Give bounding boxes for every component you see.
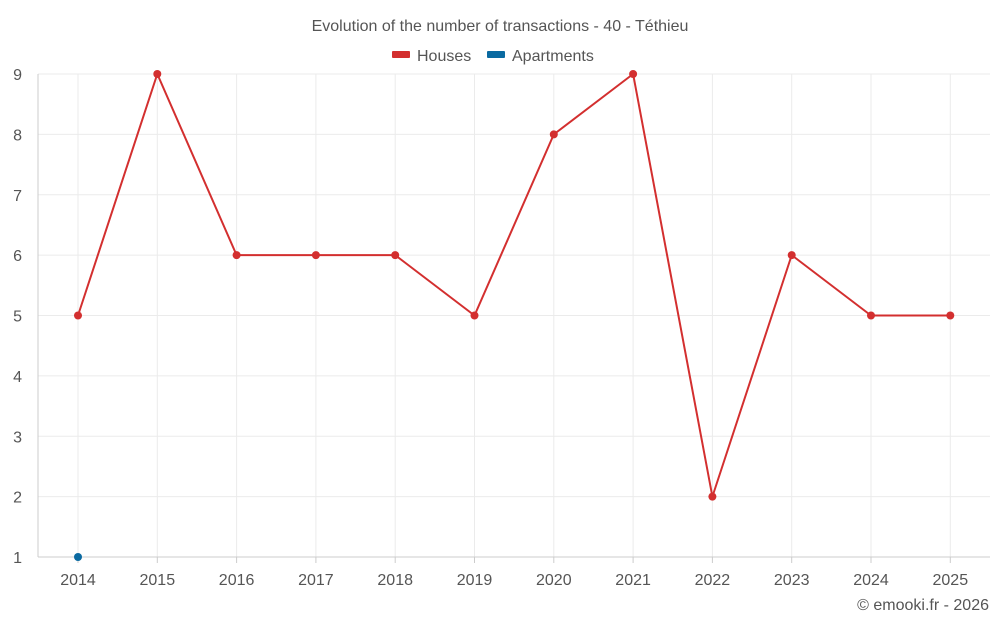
axes: 1 2 3 4 5 6 7 8 9 2014 2015 2016 2017 2018 2019 2020 202… bbox=[13, 67, 990, 589]
data-point-houses[interactable] bbox=[311, 251, 320, 260]
data-point-houses[interactable] bbox=[153, 70, 162, 78]
data-point-houses[interactable] bbox=[470, 311, 479, 320]
data-point-houses[interactable] bbox=[946, 311, 955, 320]
legend: Houses Apartments bbox=[392, 48, 594, 65]
chart-title: Evolution of the number of transactions … bbox=[312, 18, 689, 35]
x-tick-label: 2021 bbox=[615, 572, 651, 589]
x-tick-label: 2023 bbox=[774, 572, 810, 589]
legend-item-apartments[interactable]: Apartments bbox=[487, 48, 594, 65]
series bbox=[74, 70, 955, 561]
data-point-houses[interactable] bbox=[708, 492, 717, 501]
legend-label-houses: Houses bbox=[417, 48, 471, 65]
x-tick-label: 2019 bbox=[457, 572, 493, 589]
y-tick-label: 8 bbox=[13, 127, 22, 144]
legend-swatch-apartments bbox=[487, 51, 505, 58]
legend-item-houses[interactable]: Houses bbox=[392, 48, 471, 65]
y-tick-label: 7 bbox=[13, 188, 22, 205]
data-point-houses[interactable] bbox=[74, 311, 82, 320]
data-point-houses[interactable] bbox=[391, 251, 400, 260]
grid bbox=[38, 73, 990, 557]
legend-swatch-houses bbox=[392, 51, 410, 58]
y-tick-label: 2 bbox=[13, 490, 22, 507]
y-tick-label: 1 bbox=[13, 550, 22, 567]
y-tick-label: 4 bbox=[13, 369, 22, 386]
legend-label-apartments: Apartments bbox=[512, 48, 594, 65]
data-point-houses[interactable] bbox=[232, 251, 241, 260]
x-tick-label: 2024 bbox=[853, 572, 889, 589]
x-tick-label: 2017 bbox=[298, 572, 334, 589]
y-tick-label: 3 bbox=[13, 429, 22, 446]
data-point-apartments[interactable] bbox=[74, 553, 82, 561]
chart-credit: © emooki.fr - 2026 bbox=[857, 597, 989, 614]
series-line-houses bbox=[77, 73, 951, 498]
data-point-houses[interactable] bbox=[629, 70, 638, 78]
data-point-houses[interactable] bbox=[787, 251, 796, 260]
series-houses bbox=[74, 70, 955, 501]
x-tick-label: 2020 bbox=[536, 572, 572, 589]
x-tick-label: 2025 bbox=[933, 572, 969, 589]
x-tick-label: 2014 bbox=[60, 572, 96, 589]
x-tick-label: 2016 bbox=[219, 572, 255, 589]
y-tick-label: 6 bbox=[13, 248, 22, 265]
x-tick-label: 2018 bbox=[377, 572, 413, 589]
y-tick-label: 9 bbox=[13, 67, 22, 84]
x-tick-label: 2022 bbox=[695, 572, 731, 589]
x-tick-label: 2015 bbox=[140, 572, 176, 589]
data-point-houses[interactable] bbox=[549, 130, 558, 139]
series-apartments bbox=[74, 553, 82, 561]
data-point-houses[interactable] bbox=[867, 311, 875, 320]
y-tick-label: 5 bbox=[13, 309, 22, 326]
